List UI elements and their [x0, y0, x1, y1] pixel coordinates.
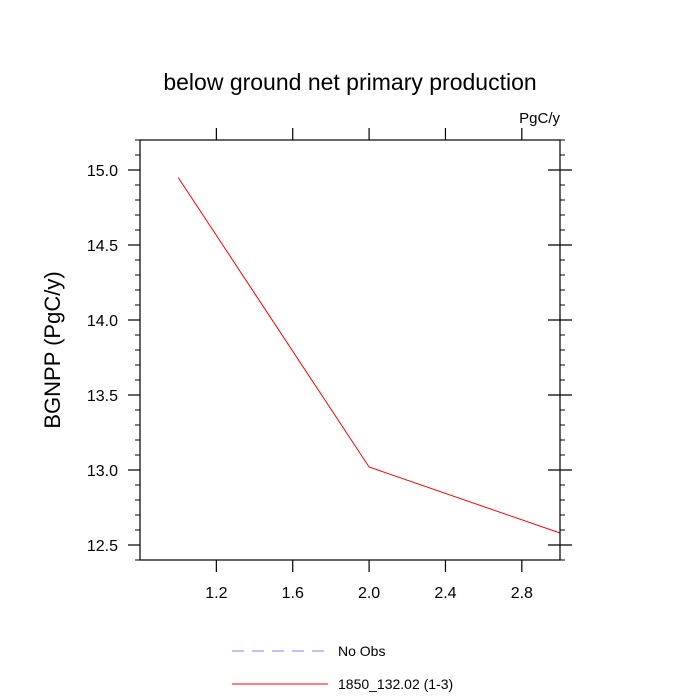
- x-tick-label: 1.2: [205, 585, 227, 602]
- axis-ticks: 1.2 1.6 2.0 2.4 2.8 12.5 13.0 13.5 14.0 14.5 15.0: [87, 128, 572, 602]
- y-axis-label: BGNPP (PgC/y): [40, 271, 65, 428]
- y-tick-label: 14.0: [87, 313, 118, 330]
- y-tick-label: 12.5: [87, 538, 118, 555]
- y-tick-label: 13.0: [87, 463, 118, 480]
- y-tick-label: 15.0: [87, 163, 118, 180]
- legend-label: No Obs: [338, 643, 385, 659]
- units-label: PgC/y: [519, 110, 560, 127]
- plot-frame: [139, 139, 561, 561]
- y-tick-label: 13.5: [87, 388, 118, 405]
- plot-area: [177, 177, 561, 534]
- series-line: [177, 177, 561, 534]
- x-tick-label: 2.0: [358, 585, 380, 602]
- x-tick-label: 1.6: [282, 585, 304, 602]
- chart-title: below ground net primary production: [163, 69, 536, 95]
- legend-label: 1850_132.02 (1-3): [338, 676, 453, 692]
- x-tick-label: 2.4: [434, 585, 456, 602]
- x-tick-label: 2.8: [511, 585, 533, 602]
- legend: No Obs 1850_132.02 (1-3): [232, 643, 453, 692]
- y-tick-label: 14.5: [87, 238, 118, 255]
